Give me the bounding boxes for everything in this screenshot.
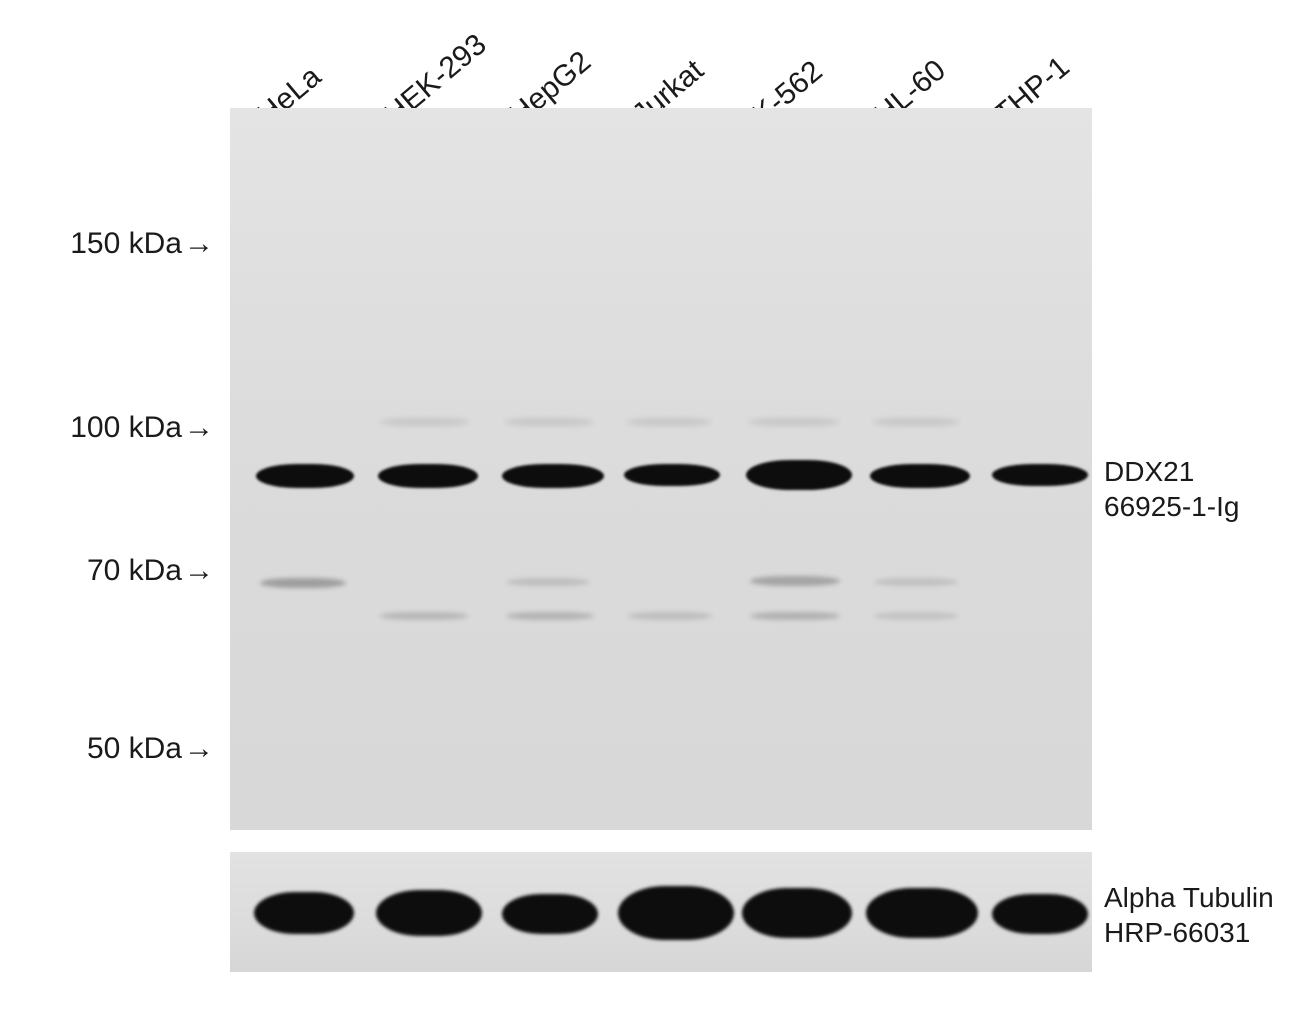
mw-marker-text: 70 kDa bbox=[87, 554, 182, 587]
annotation-loading-name: Alpha Tubulin bbox=[1104, 880, 1274, 915]
band-faint-60-hl60 bbox=[874, 612, 958, 620]
mw-marker-70: 70 kDa→ bbox=[87, 554, 214, 588]
annotation-target-catalog: 66925-1-Ig bbox=[1104, 489, 1239, 524]
band-faint-63-k562 bbox=[750, 576, 840, 586]
blot-panel-loading bbox=[230, 852, 1092, 972]
band-tubulin-k562 bbox=[742, 888, 852, 938]
mw-marker-50: 50 kDa→ bbox=[87, 732, 214, 766]
band-ddx21-hek293 bbox=[378, 464, 478, 488]
band-faint-100-hepg2 bbox=[504, 418, 594, 426]
band-tubulin-hl60 bbox=[866, 888, 978, 938]
annotation-target-name: DDX21 bbox=[1104, 454, 1239, 489]
band-faint-60-hek293 bbox=[380, 612, 468, 620]
band-faint-100-hek293 bbox=[380, 418, 470, 426]
band-faint-100-hl60 bbox=[872, 418, 960, 426]
band-ddx21-hepg2 bbox=[502, 464, 604, 488]
mw-marker-100: 100 kDa→ bbox=[70, 411, 214, 445]
arrow-right-icon: → bbox=[184, 554, 214, 588]
band-faint-63-hela bbox=[260, 578, 346, 588]
band-faint-100-jurkat bbox=[626, 418, 712, 426]
arrow-right-icon: → bbox=[184, 411, 214, 445]
band-ddx21-jurkat bbox=[624, 464, 720, 486]
mw-marker-text: 50 kDa bbox=[87, 732, 182, 765]
annotation-target: DDX21 66925-1-Ig bbox=[1104, 454, 1239, 524]
band-faint-100-k562 bbox=[748, 418, 840, 426]
blot-panel-target bbox=[230, 108, 1092, 830]
band-ddx21-k562 bbox=[746, 460, 852, 490]
arrow-right-icon: → bbox=[184, 732, 214, 766]
band-ddx21-hl60 bbox=[870, 464, 970, 488]
band-faint-60-jurkat bbox=[628, 612, 712, 620]
band-tubulin-jurkat bbox=[618, 886, 734, 940]
band-faint-60-k562 bbox=[750, 612, 840, 620]
band-faint-63-hl60 bbox=[874, 578, 958, 586]
western-blot-figure: WWW.PTGLAB.COM HeLa HEK-293 HepG2 Jurkat… bbox=[0, 0, 1301, 1029]
annotation-loading: Alpha Tubulin HRP-66031 bbox=[1104, 880, 1274, 950]
band-tubulin-hela bbox=[254, 892, 354, 934]
band-faint-63-hepg2 bbox=[506, 578, 590, 586]
band-tubulin-thp1 bbox=[992, 894, 1088, 934]
mw-marker-text: 100 kDa bbox=[70, 411, 182, 444]
mw-markers-column: 150 kDa→ 100 kDa→ 70 kDa→ 50 kDa→ bbox=[0, 0, 220, 1029]
band-faint-60-hepg2 bbox=[506, 612, 594, 620]
mw-marker-text: 150 kDa bbox=[70, 227, 182, 260]
band-ddx21-thp1 bbox=[992, 464, 1088, 486]
annotation-loading-catalog: HRP-66031 bbox=[1104, 915, 1274, 950]
mw-marker-150: 150 kDa→ bbox=[70, 227, 214, 261]
band-ddx21-hela bbox=[256, 464, 354, 488]
band-tubulin-hepg2 bbox=[502, 894, 598, 934]
band-tubulin-hek293 bbox=[376, 890, 482, 936]
arrow-right-icon: → bbox=[184, 227, 214, 261]
